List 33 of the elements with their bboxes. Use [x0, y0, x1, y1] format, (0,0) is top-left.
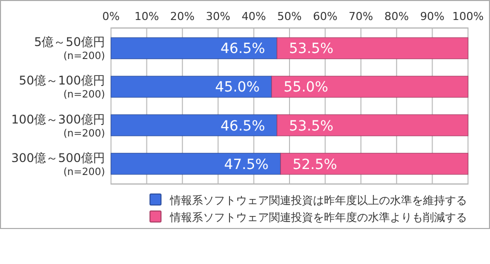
- x-tick-label: 80%: [384, 10, 409, 23]
- data-label: 46.5%: [220, 41, 266, 58]
- x-tick-label: 70%: [348, 10, 374, 23]
- y-tick-label: 300億～500億円 (n=200): [11, 150, 106, 178]
- data-label: 46.5%: [220, 118, 266, 134]
- bar: [110, 152, 281, 175]
- bar: [110, 76, 272, 98]
- data-label: 52.5%: [292, 156, 338, 173]
- legend-label: 情報系ソフトウェア関連投資を昨年度の水準よりも削減する: [169, 211, 467, 224]
- y-tick-label: 50億～100億円 (n=200): [18, 74, 106, 101]
- x-tick-label: 30%: [206, 10, 230, 23]
- x-tick-label: 0%: [102, 10, 120, 23]
- x-tick-label: 60%: [312, 10, 338, 23]
- x-tick-label: 90%: [420, 10, 445, 23]
- bar: [110, 114, 278, 136]
- data-label: 53.5%: [289, 118, 334, 134]
- x-tick-label: 50%: [277, 10, 302, 23]
- x-tick-label: 100%: [452, 10, 484, 23]
- x-tick-label: 20%: [170, 10, 195, 23]
- bar: [280, 152, 468, 175]
- bar: [271, 76, 468, 98]
- data-label: 47.5%: [224, 156, 269, 173]
- x-tick-label: 10%: [134, 10, 159, 23]
- x-tick-label: 40%: [242, 10, 266, 23]
- data-label: 55.0%: [284, 80, 328, 96]
- data-label: 45.0%: [215, 80, 260, 96]
- bar: [276, 114, 468, 136]
- y-tick-label: 100億～300億円 (n=200): [11, 112, 106, 140]
- legend-label: 情報系ソフトウェア関連投資は昨年度以上の水準を維持する: [169, 194, 467, 207]
- y-tick-label: 5億～50億円 (n=200): [34, 35, 106, 62]
- data-label: 53.5%: [289, 41, 334, 58]
- bar: [276, 37, 468, 60]
- bar: [110, 37, 278, 60]
